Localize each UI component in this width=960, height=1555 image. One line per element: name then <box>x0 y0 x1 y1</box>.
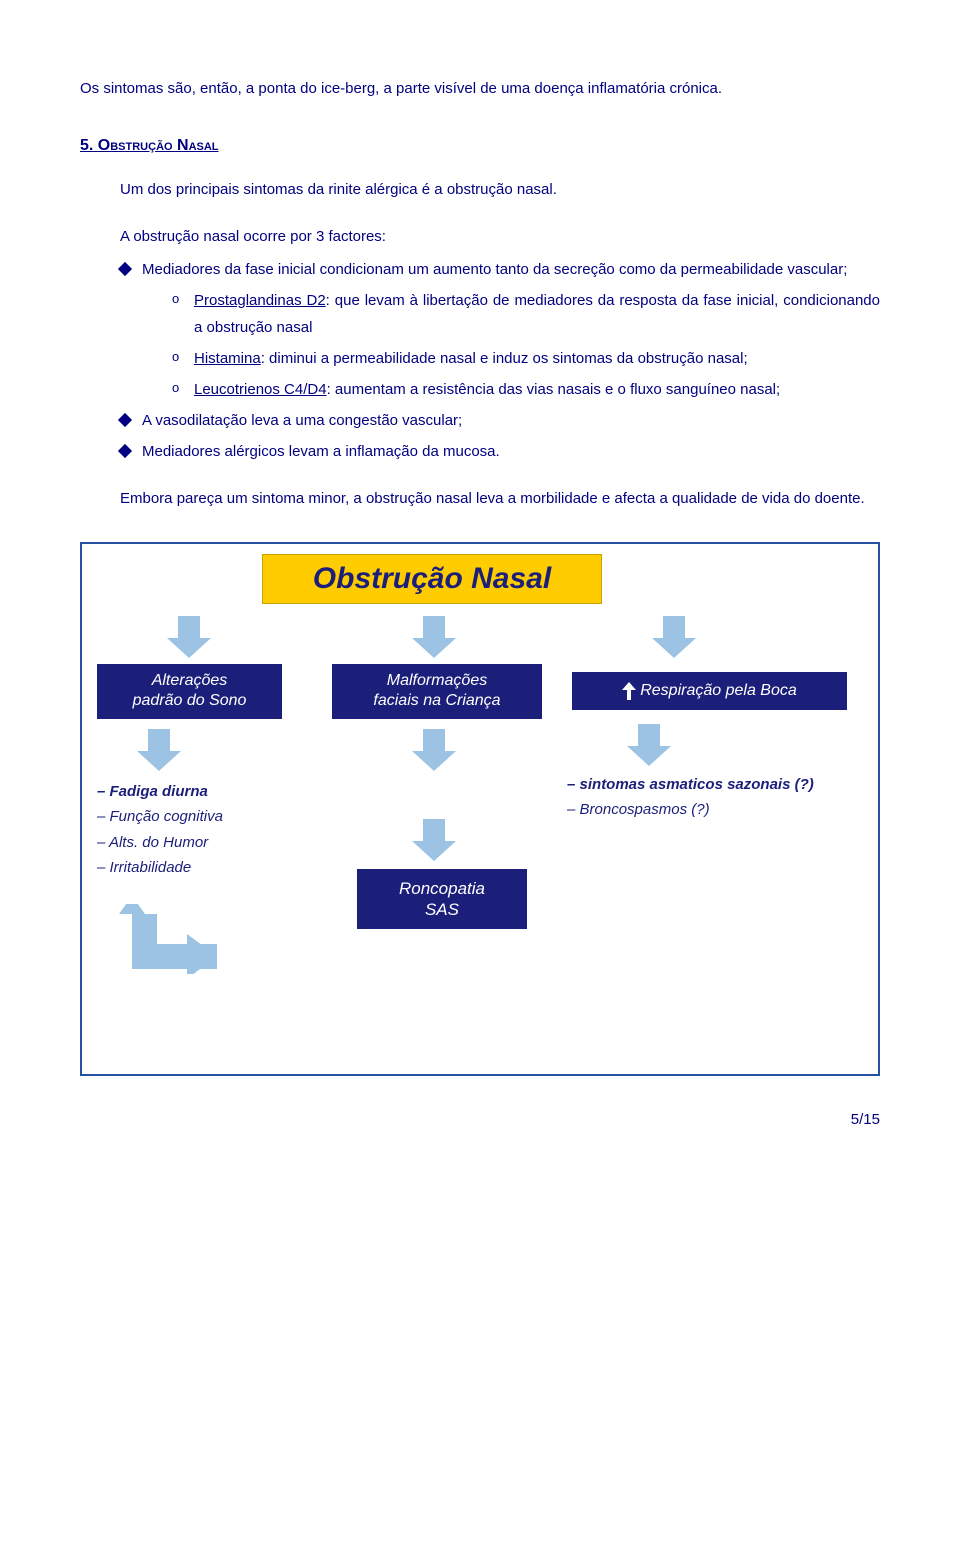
hist-rest: : diminui a permeabilidade nasal e induz… <box>261 350 748 367</box>
arrow-icon <box>412 819 456 861</box>
diagram-main-node: Obstrução Nasal <box>262 554 602 604</box>
hist-label: Histamina <box>194 350 261 367</box>
pg-label: Prostaglandinas D2 <box>194 292 326 309</box>
factors-intro: A obstrução nasal ocorre por 3 factores: <box>120 223 880 250</box>
sub-histamina: Histamina: diminui a permeabilidade nasa… <box>172 345 880 372</box>
factor-mediadores-alergicos: Mediadores alérgicos levam a inflamação … <box>120 438 880 465</box>
factors-list: Mediadores da fase inicial condicionam u… <box>80 256 880 465</box>
right-item: – Broncospasmos (?) <box>567 797 814 823</box>
page-number: 5/15 <box>80 1106 880 1133</box>
arrow-icon <box>412 729 456 771</box>
arrow-icon <box>412 616 456 658</box>
arrow-icon <box>627 724 671 766</box>
diagram-node-sono: Alterações padrão do Sono <box>97 664 282 719</box>
factor-mediadores: Mediadores da fase inicial condicionam u… <box>120 256 880 403</box>
diagram-node-roncopatia: Roncopatia SAS <box>357 869 527 929</box>
leuco-label: Leucotrienos C4/D4 <box>194 381 327 398</box>
intro-paragraph: Os sintomas são, então, a ponta do ice-b… <box>80 75 880 102</box>
left-item: – Fadiga diurna <box>97 779 223 805</box>
left-item: – Irritabilidade <box>97 855 223 881</box>
conclusion-paragraph: Embora pareça um sintoma minor, a obstru… <box>120 485 880 512</box>
leuco-rest: : aumentam a resistência das vias nasais… <box>327 381 781 398</box>
up-arrow-icon <box>622 682 636 700</box>
arrow-icon <box>167 616 211 658</box>
arrow-icon <box>652 616 696 658</box>
sub-leucotrienos: Leucotrienos C4/D4: aumentam a resistênc… <box>172 376 880 403</box>
left-item: – Função cognitiva <box>97 804 223 830</box>
lead-paragraph: Um dos principais sintomas da rinite alé… <box>120 176 880 203</box>
diagram-node-malformacoes: Malformações faciais na Criança <box>332 664 542 719</box>
factor-vasodilatacao: A vasodilatação leva a uma congestão vas… <box>120 407 880 434</box>
sub-prostaglandinas: Prostaglandinas D2: que levam à libertaç… <box>172 287 880 341</box>
sub-factors-list: Prostaglandinas D2: que levam à libertaç… <box>142 287 880 403</box>
diagram-frame: Obstrução Nasal Alterações padrão do Son… <box>80 542 880 1076</box>
section-heading: 5. Obstrução Nasal <box>80 132 880 161</box>
factor-mediadores-text: Mediadores da fase inicial condicionam u… <box>142 261 847 278</box>
left-item: – Alts. do Humor <box>97 830 223 856</box>
diagram-left-list: – Fadiga diurna – Função cognitiva – Alt… <box>97 779 223 881</box>
diagram-node-respiracao: Respiração pela Boca <box>572 672 847 710</box>
section-title: Obstrução Nasal <box>98 137 219 154</box>
arrow-icon <box>137 729 181 771</box>
section-number: 5. <box>80 137 93 154</box>
diagram-right-list: – sintomas asmaticos sazonais (?) – Bron… <box>567 772 814 823</box>
diagram-node-respiracao-label: Respiração pela Boca <box>640 681 797 701</box>
arrow-elbow-icon <box>107 904 237 974</box>
right-item: – sintomas asmaticos sazonais (?) <box>567 772 814 798</box>
